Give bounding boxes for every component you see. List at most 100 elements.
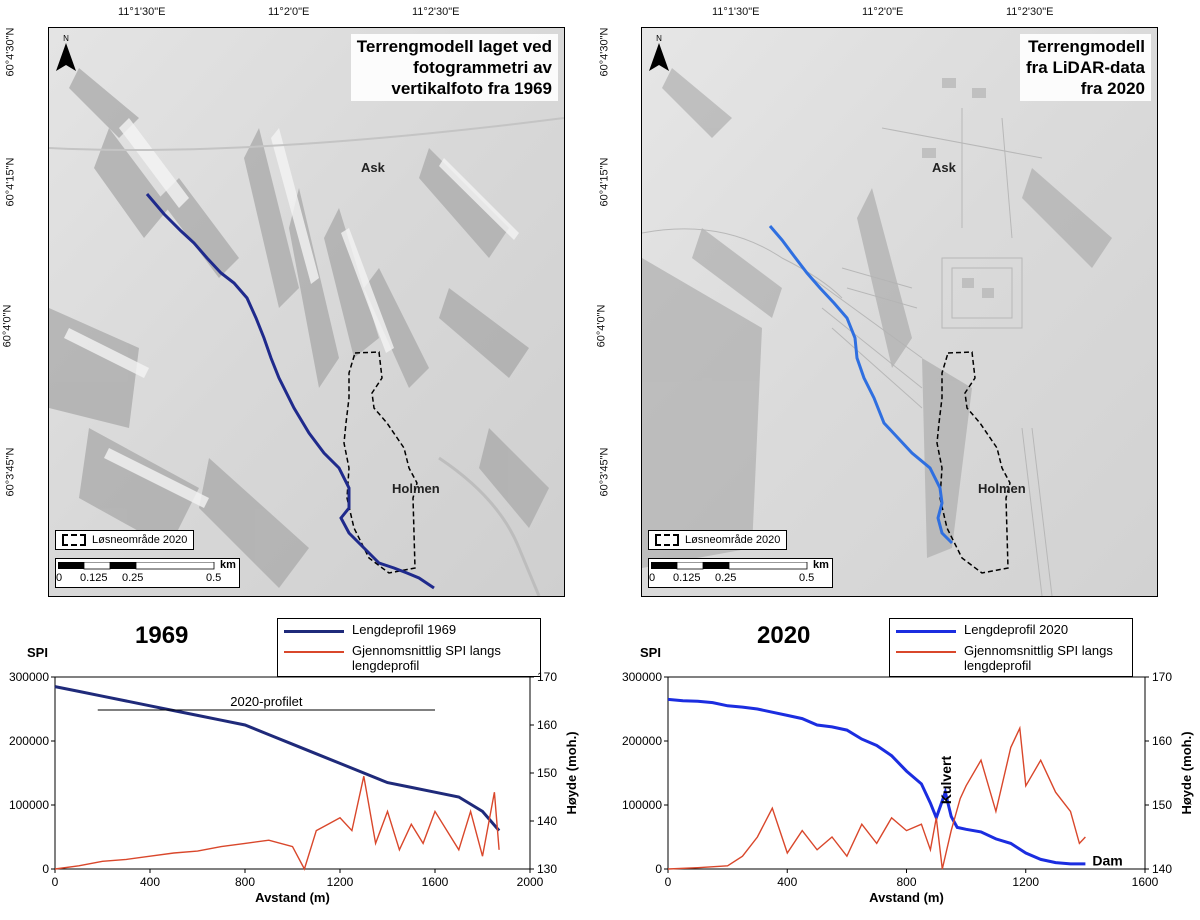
legend-item: Lengdeprofil 1969	[278, 619, 540, 640]
y-left-tick-label: 100000	[9, 798, 49, 812]
legend-label: Lengdeprofil 2020	[964, 622, 1069, 637]
right-axis-label: Høyde (moh.)	[564, 731, 579, 814]
lat-label: 60°4'30"N	[4, 27, 17, 77]
scale-label: 0.25	[715, 572, 737, 584]
x-tick-label: 400	[777, 875, 797, 889]
map-legend-label: Løsneområde 2020	[92, 534, 188, 546]
lon-label: 11°2'30"E	[1006, 6, 1054, 18]
y-left-tick-label: 0	[42, 862, 49, 876]
annotation-label: Dam	[1092, 853, 1122, 869]
scale-label: 0.125	[80, 572, 108, 584]
y-left-tick-label: 200000	[9, 734, 49, 748]
scale-bar: 0 0.125 0.25 0.5 km	[55, 558, 240, 588]
lat-label: 60°3'45"N	[4, 447, 17, 497]
plot-legend: Lengdeprofil 2020 Gjennomsnittlig SPI la…	[889, 618, 1133, 677]
north-arrow-icon	[649, 43, 669, 71]
spi-series-line	[667, 725, 1086, 870]
place-label-holmen: Holmen	[392, 481, 440, 496]
scale-label: 0.5	[799, 572, 815, 584]
chart-title: 2020	[757, 622, 811, 649]
plot-legend: Lengdeprofil 1969 Gjennomsnittlig SPI la…	[277, 618, 541, 677]
map-title-line: fra LiDAR-data	[1025, 58, 1145, 77]
lon-label: 11°2'0"E	[268, 6, 310, 18]
x-tick-label: 0	[52, 875, 59, 889]
x-tick-label: 2000	[517, 875, 544, 889]
scale-bar-graphic	[58, 562, 215, 570]
profile-chart-2020: 0 400 800 1200 1600 0 100000 200000 300000 140 150…	[622, 645, 1194, 905]
right-axis-label: Høyde (moh.)	[1179, 731, 1194, 814]
x-tick-label: 1600	[422, 875, 449, 889]
lon-label: 11°1'30"E	[118, 6, 166, 18]
hillshade	[49, 28, 564, 596]
lat-label: 60°4'30"N	[598, 27, 611, 77]
spi-series-line	[54, 776, 500, 871]
x-tick-label: 800	[235, 875, 255, 889]
scale-label: 0.25	[122, 572, 144, 584]
lat-label: 60°4'0"N	[595, 304, 608, 348]
lon-label: 11°1'30"E	[712, 6, 760, 18]
north-arrow-icon	[56, 43, 76, 71]
x-tick-label: 1200	[327, 875, 354, 889]
terrain-map-1969[interactable]: N Terrengmodell laget ved fotogrammetri …	[48, 27, 565, 597]
north-label: N	[63, 34, 69, 43]
y-right-tick-label: 150	[537, 766, 557, 780]
left-axis-label: SPI	[640, 645, 661, 660]
legend-item: Gjennomsnittlig SPI langs lengdeprofil	[278, 640, 540, 676]
scale-label: 0.125	[673, 572, 701, 584]
scale-label: 0	[56, 572, 63, 584]
north-arrow: N	[648, 34, 670, 78]
lon-label: 11°2'30"E	[412, 6, 460, 18]
lon-label: 11°2'0"E	[862, 6, 904, 18]
map-legend: Løsneområde 2020	[648, 530, 788, 550]
legend-label: Lengdeprofil 1969	[352, 622, 457, 637]
y-left-tick-label: 300000	[9, 670, 49, 684]
elevation-series-line	[54, 685, 501, 832]
map-title-line: Terrengmodell laget ved	[356, 37, 552, 56]
y-left-tick-label: 100000	[622, 798, 662, 812]
y-right-tick-label: 160	[1152, 734, 1172, 748]
scale-unit: km	[813, 559, 829, 571]
north-label: N	[656, 34, 662, 43]
map-title-line: fotogrammetri av	[413, 58, 552, 77]
y-right-tick-label: 130	[537, 862, 557, 876]
release-area-outline	[343, 351, 418, 574]
terrain-map-2020[interactable]: N Terrengmodell fra LiDAR-data fra 2020 …	[641, 27, 1158, 597]
scale-unit: km	[220, 559, 236, 571]
scale-bar: 0 0.125 0.25 0.5 km	[648, 558, 833, 588]
legend-item: Gjennomsnittlig SPI langs lengdeprofil	[890, 640, 1132, 676]
x-axis-label: Avstand (m)	[255, 890, 330, 905]
map-title: Terrengmodell fra LiDAR-data fra 2020	[1019, 34, 1151, 101]
place-label-holmen: Holmen	[978, 481, 1026, 496]
y-left-tick-label: 300000	[622, 670, 662, 684]
y-right-tick-label: 140	[1152, 862, 1172, 876]
legend-line	[284, 630, 344, 633]
y-right-tick-label: 170	[537, 670, 557, 684]
x-tick-label: 400	[140, 875, 160, 889]
lat-label: 60°3'45"N	[598, 447, 611, 497]
y-right-tick-label: 170	[1152, 670, 1172, 684]
scale-label: 0	[649, 572, 656, 584]
release-area-swatch	[655, 534, 679, 546]
x-tick-label: 1600	[1132, 875, 1159, 889]
x-tick-label: 800	[896, 875, 916, 889]
release-area-outline	[936, 351, 1011, 574]
annotation-label: Kulvert	[938, 756, 954, 805]
north-arrow: N	[55, 34, 77, 78]
x-tick-label: 0	[665, 875, 672, 889]
x-axis-label: Avstand (m)	[869, 890, 944, 905]
release-area-swatch	[62, 534, 86, 546]
legend-line	[896, 651, 956, 653]
profile-line	[768, 225, 954, 545]
legend-item: Lengdeprofil 2020	[890, 619, 1132, 640]
legend-line	[284, 651, 344, 653]
y-left-tick-label: 0	[655, 862, 662, 876]
place-label-ask: Ask	[932, 160, 956, 175]
elevation-series-line	[667, 697, 1086, 866]
y-left-tick-label: 200000	[622, 734, 662, 748]
scale-bar-graphic	[651, 562, 808, 570]
profile-line	[145, 193, 435, 590]
y-right-tick-label: 150	[1152, 798, 1172, 812]
place-label-ask: Ask	[361, 160, 385, 175]
map-title-line: fra 2020	[1080, 79, 1145, 98]
chart-title: 1969	[135, 622, 189, 649]
